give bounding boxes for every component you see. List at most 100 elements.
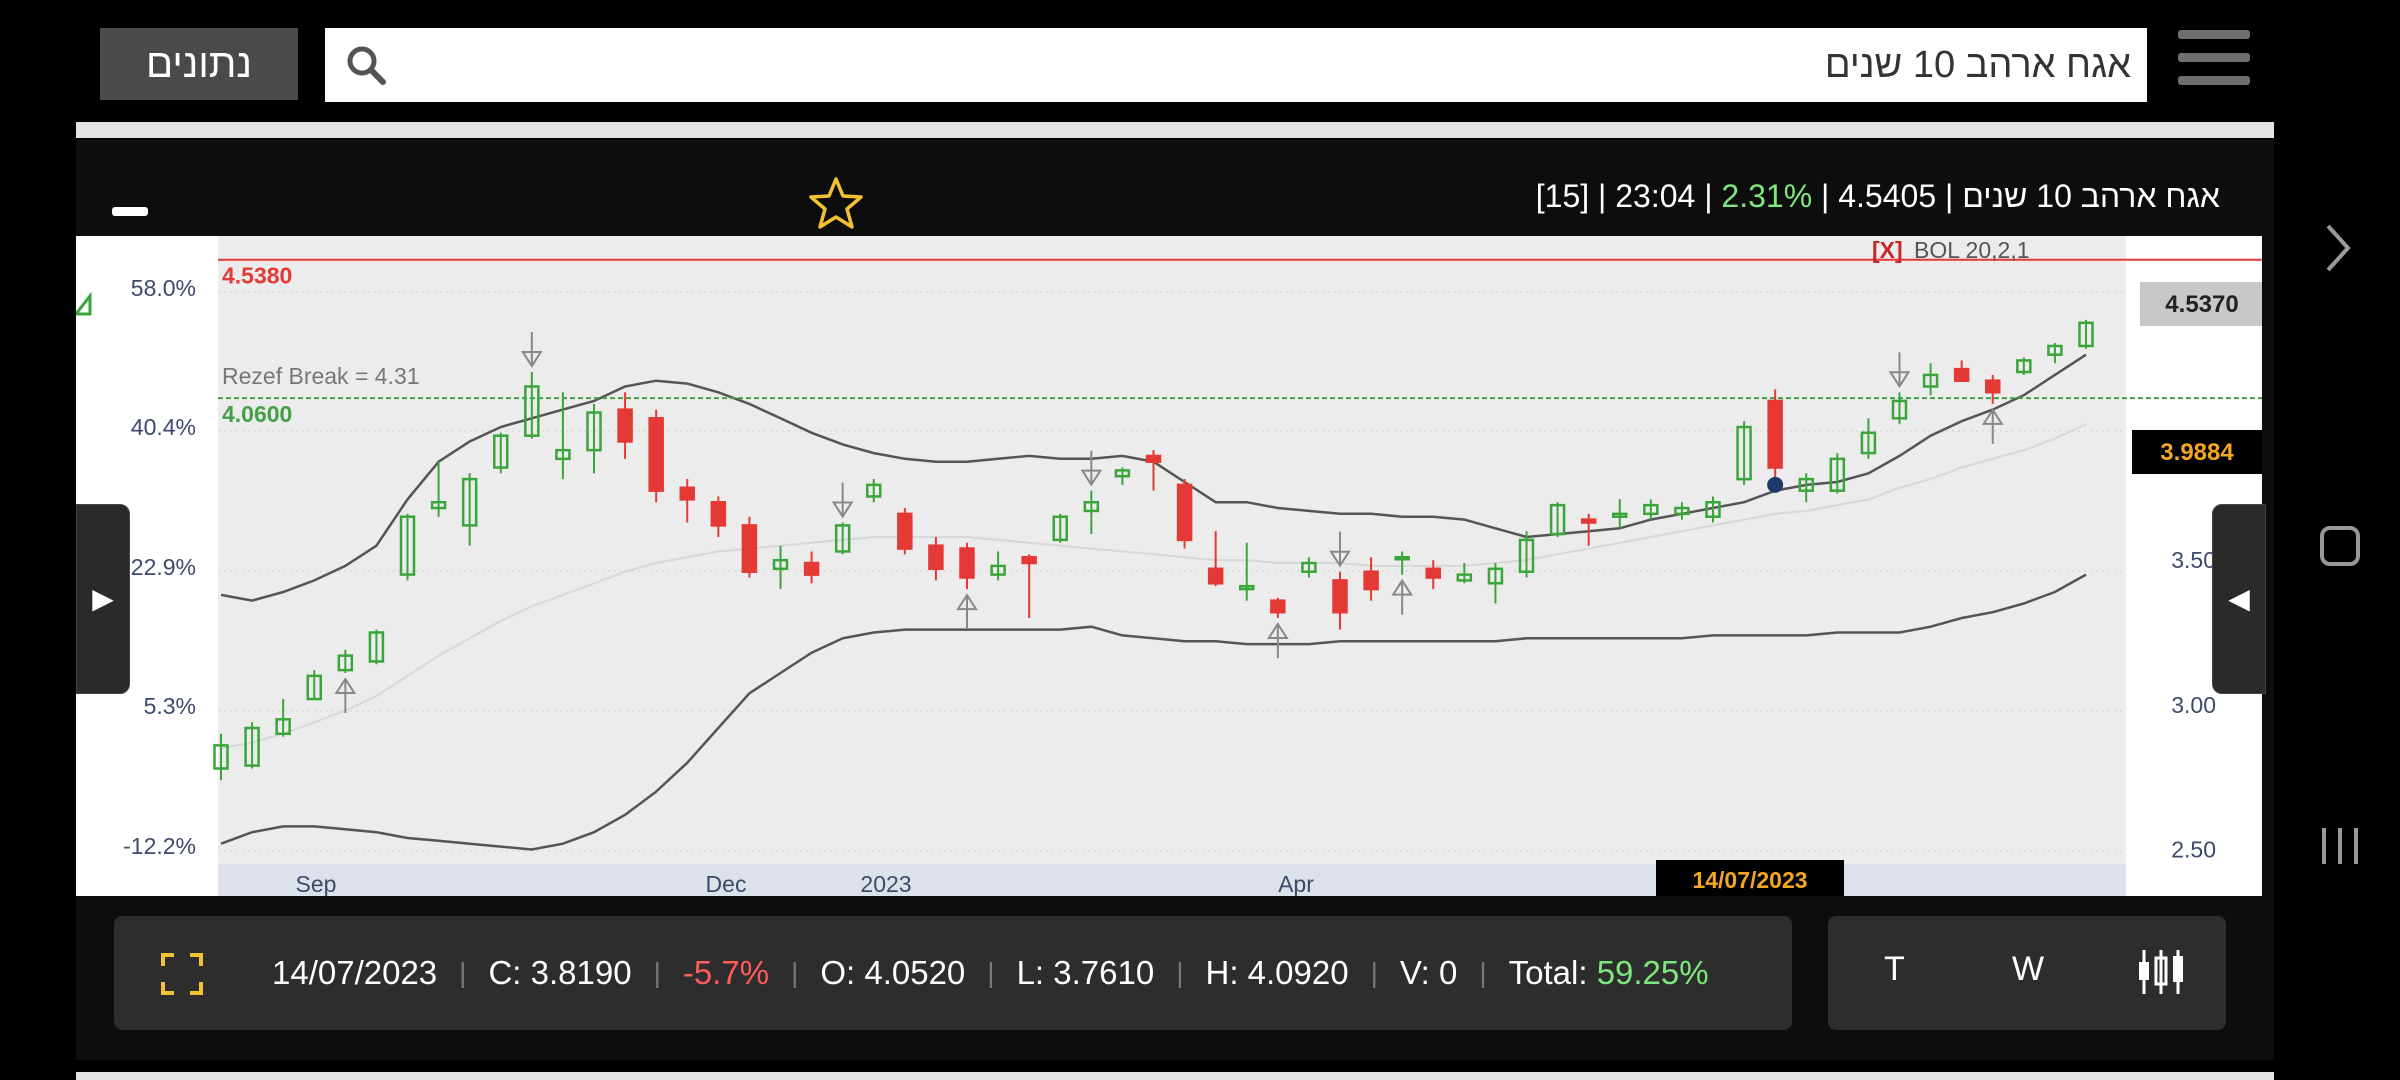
- candle-body: [2047, 344, 2063, 356]
- info-low: L: 3.7610: [1016, 954, 1155, 991]
- chart-area[interactable]: 58.0% 40.4% 22.9% 5.3% -12.2% 3.50 3.00 2.50 4.5…: [76, 236, 2262, 896]
- header-interval: [15]: [1535, 178, 1590, 214]
- current-price-tag: [2132, 430, 2262, 474]
- candlestick-type-icon[interactable]: [2136, 948, 2186, 996]
- candle-body: [586, 411, 602, 452]
- down-arrow-icon: [1888, 371, 1911, 389]
- down-arrow-icon: [521, 351, 543, 368]
- candle-body: [1301, 561, 1317, 573]
- instrument-header: [15] | 23:04 | 2.31% | 4.5405 | אגח ארהב…: [1535, 178, 2220, 214]
- candle-body: [1145, 454, 1162, 463]
- chevron-right-icon[interactable]: [2318, 218, 2358, 278]
- candlestick-chart[interactable]: 58.0% 40.4% 22.9% 5.3% -12.2% 3.50 3.00 2.50 4.5…: [76, 236, 2262, 896]
- favorite-star-icon[interactable]: [808, 176, 864, 230]
- candle-body: [1860, 431, 1877, 455]
- candle-body: [461, 477, 478, 527]
- x-axis-label: Sep: [296, 871, 337, 896]
- menu-icon[interactable]: [2178, 30, 2250, 92]
- candle-body: [1052, 515, 1068, 542]
- candle-body: [306, 674, 322, 701]
- ohlc-info-bar: [114, 916, 1792, 1030]
- header-time: 23:04: [1615, 178, 1696, 214]
- candle-body: [2078, 321, 2094, 348]
- candle-body: [1021, 555, 1037, 565]
- candle-body: [866, 483, 882, 498]
- candle-body: [244, 726, 260, 767]
- fullscreen-icon[interactable]: [160, 952, 204, 996]
- candle-body: [1705, 500, 1721, 518]
- candle-body: [1643, 503, 1659, 516]
- search-icon[interactable]: [345, 44, 387, 86]
- candle-body: [1518, 538, 1535, 573]
- info-total-value: 59.25%: [1596, 954, 1709, 991]
- search-input[interactable]: אגח ארהב 10 שנים: [325, 28, 2147, 102]
- candle-body: [959, 547, 975, 579]
- down-arrow-icon: [831, 501, 854, 519]
- candle-body: [772, 558, 789, 571]
- recents-icon[interactable]: [2318, 822, 2362, 870]
- candle-body: [275, 718, 291, 736]
- down-arrow-icon: [1080, 469, 1103, 487]
- next-panel-button[interactable]: ◀: [2212, 504, 2266, 694]
- up-arrow-icon: [1981, 408, 2004, 425]
- candle-body: [1270, 599, 1286, 614]
- candle-body: [834, 524, 851, 553]
- info-close: C: 3.8190: [488, 954, 632, 991]
- right-axis-label: 3.50: [2171, 547, 2216, 573]
- candle-body: [1580, 518, 1597, 524]
- header-price: 4.5405: [1838, 178, 1937, 214]
- candle-body: [1456, 573, 1473, 582]
- candle-body: [368, 631, 385, 663]
- timeframe-w-button[interactable]: W: [2012, 950, 2045, 988]
- candle-body: [1487, 567, 1504, 585]
- candle-body: [1829, 457, 1846, 492]
- candle-body: [1239, 584, 1255, 591]
- candle-body: [2016, 359, 2032, 374]
- last-price-tag-text: 4.5370: [2165, 291, 2238, 318]
- candle-body: [524, 385, 540, 437]
- candle-body: [1985, 379, 2001, 394]
- ohlc-values: 14/07/2023 | C: 3.8190 | -5.7% | O: 4.0520 |…: [272, 954, 1709, 991]
- minimize-icon[interactable]: [112, 207, 148, 216]
- candle-body: [1674, 506, 1690, 516]
- header-change: 2.31%: [1721, 178, 1813, 214]
- candle-body: [1425, 567, 1441, 579]
- up-arrow-icon: [956, 593, 978, 611]
- candle-body: [399, 515, 416, 576]
- data-button[interactable]: נתונים: [100, 28, 298, 100]
- up-arrow-icon: [334, 677, 357, 694]
- left-axis-label: -12.2%: [123, 833, 196, 859]
- left-axis-label: 5.3%: [144, 693, 196, 719]
- timeframe-t-button[interactable]: T: [1884, 950, 1905, 988]
- candle-body: [493, 434, 509, 469]
- candle-body: [1922, 373, 1939, 388]
- prev-panel-button[interactable]: ▶: [76, 504, 130, 694]
- candle-body: [1363, 570, 1379, 591]
- candle-body: [1891, 399, 1908, 420]
- left-axis-label: 58.0%: [131, 275, 196, 301]
- x-axis-label: Dec: [706, 871, 747, 896]
- candle-body: [430, 500, 447, 510]
- candle-body: [1332, 579, 1348, 614]
- search-query[interactable]: אגח ארהב 10 שנים: [1824, 44, 2131, 86]
- divider: [76, 1072, 2274, 1080]
- candle-body: [803, 561, 820, 576]
- candle-body: [1612, 512, 1628, 518]
- candle-body: [741, 524, 758, 573]
- triangle-marker-icon: [76, 291, 92, 316]
- info-change: -5.7%: [682, 954, 770, 991]
- info-open: O: 4.0520: [820, 954, 966, 991]
- candle-body: [1953, 367, 1970, 382]
- candle-body: [1207, 567, 1224, 585]
- cursor-date-tag: [1656, 860, 1844, 896]
- candle-body: [1114, 469, 1131, 478]
- candle-body: [679, 486, 695, 501]
- play-left-icon: ◀: [2228, 583, 2250, 614]
- last-price-tag: [2140, 282, 2262, 326]
- indicator-label: BOL 20,2,1: [1914, 237, 2030, 263]
- rezef-break-annotation: Rezef Break = 4.31: [222, 363, 420, 389]
- support-label: 4.0600: [222, 401, 292, 427]
- home-square-icon[interactable]: [2318, 524, 2362, 568]
- bollinger-lower-line: [220, 573, 2087, 851]
- candle-body: [337, 654, 354, 672]
